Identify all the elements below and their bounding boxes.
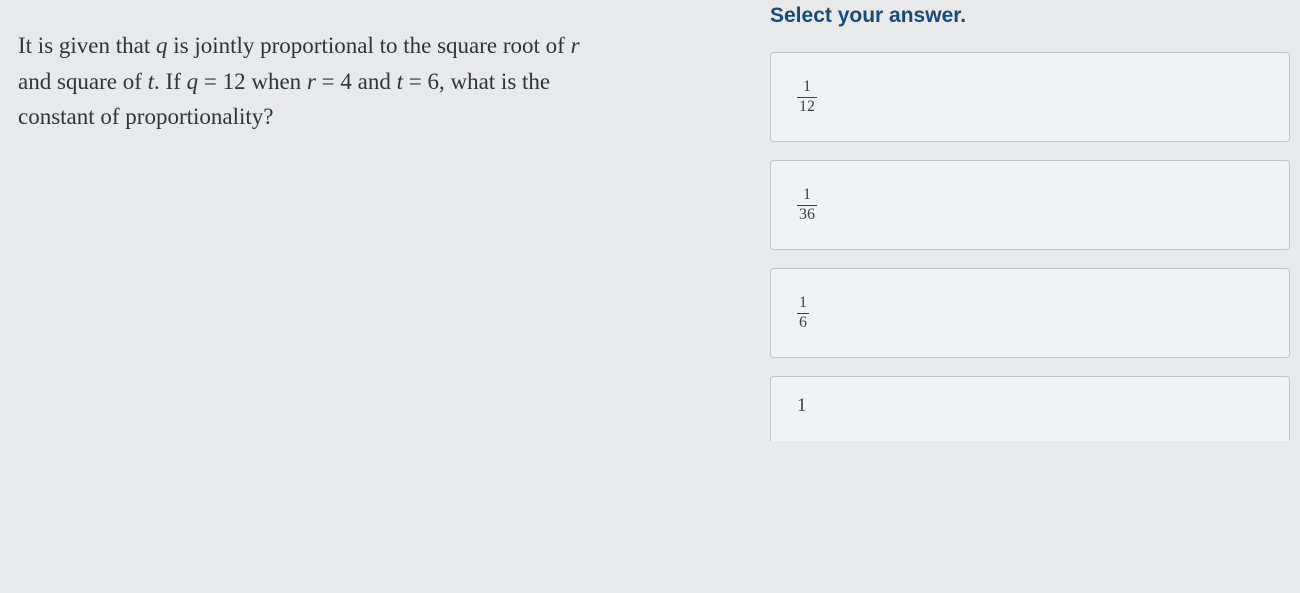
fraction-denominator: 6 xyxy=(797,314,809,332)
eq-q: q xyxy=(187,69,199,94)
option-1[interactable]: 1 12 xyxy=(770,52,1290,142)
val-q: 12 xyxy=(223,69,246,94)
options-list: 1 12 1 36 1 6 1 xyxy=(770,52,1300,441)
q-text: It is given that xyxy=(18,33,156,58)
whole-number-1: 1 xyxy=(797,395,807,417)
option-2[interactable]: 1 36 xyxy=(770,160,1290,250)
var-r: r xyxy=(571,33,580,58)
eq-sign: = xyxy=(316,69,340,94)
eq-r: r xyxy=(307,69,316,94)
option-4[interactable]: 1 xyxy=(770,376,1290,441)
fraction-1-12: 1 12 xyxy=(797,79,817,116)
q-text: constant of proportionality? xyxy=(18,104,274,129)
fraction-denominator: 12 xyxy=(797,98,817,116)
q-text: and xyxy=(352,69,397,94)
answer-column: Select your answer. 1 12 1 36 1 xyxy=(720,0,1300,593)
eq-sign: = xyxy=(198,69,222,94)
q-text: is jointly proportional to the square ro… xyxy=(167,33,570,58)
var-q: q xyxy=(156,33,168,58)
fraction-numerator: 1 xyxy=(797,295,809,313)
question-text: It is given that q is jointly proportion… xyxy=(0,0,720,593)
q-text: when xyxy=(246,69,307,94)
q-text: , what is the xyxy=(439,69,550,94)
answer-heading: Select your answer. xyxy=(770,0,1300,52)
q-text: . If xyxy=(154,69,187,94)
val-r: 4 xyxy=(340,69,352,94)
option-3[interactable]: 1 6 xyxy=(770,268,1290,358)
page-container: It is given that q is jointly proportion… xyxy=(0,0,1300,593)
q-text: and square of xyxy=(18,69,148,94)
fraction-denominator: 36 xyxy=(797,206,817,224)
fraction-numerator: 1 xyxy=(801,79,813,97)
val-t: 6 xyxy=(427,69,439,94)
fraction-1-6: 1 6 xyxy=(797,295,809,332)
fraction-1-36: 1 36 xyxy=(797,187,817,224)
eq-sign: = xyxy=(403,69,427,94)
fraction-numerator: 1 xyxy=(801,187,813,205)
